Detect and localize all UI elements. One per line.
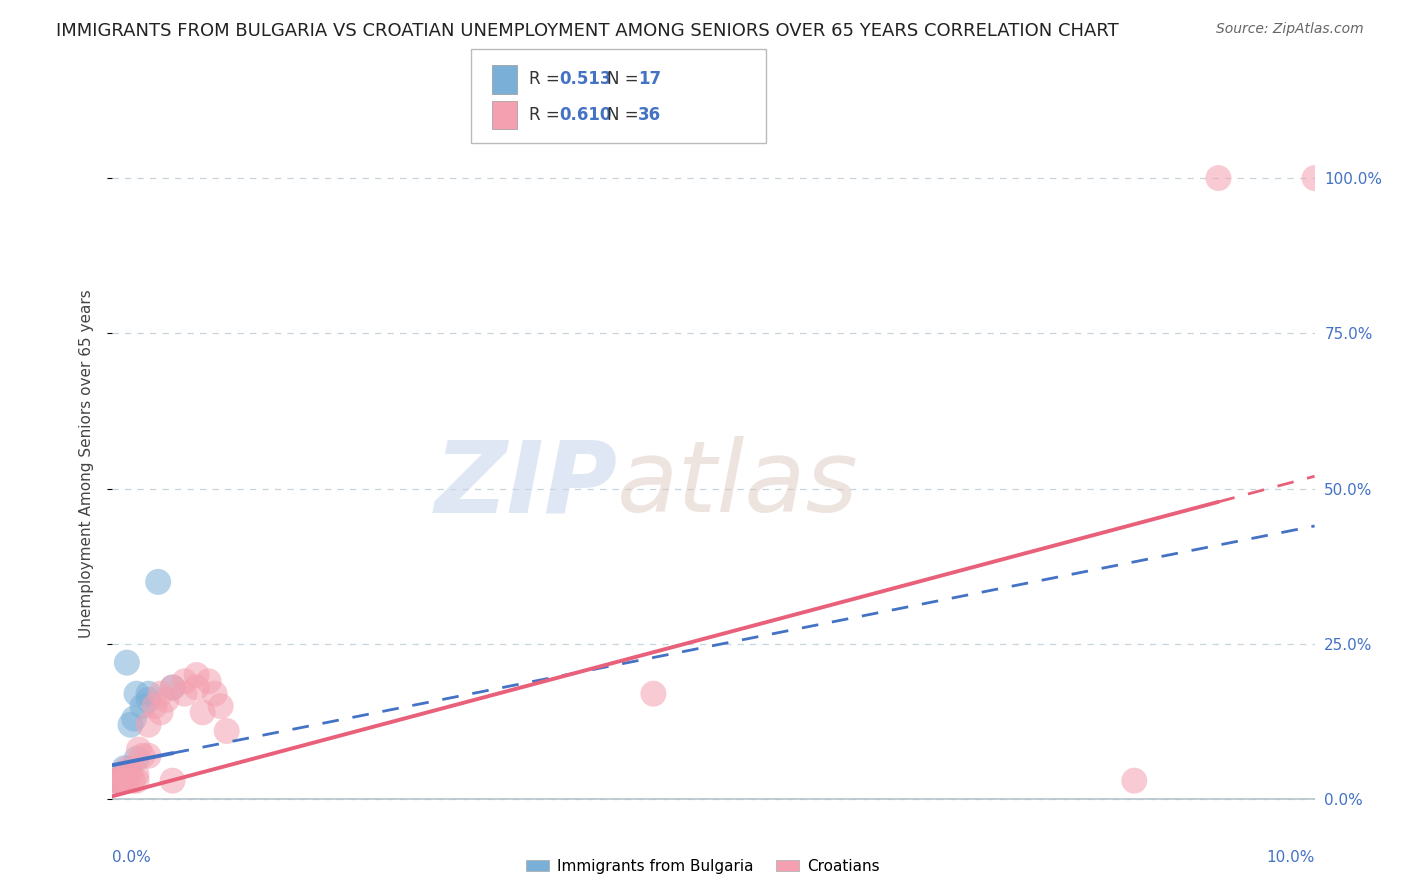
Point [204, 687, 226, 701]
Text: ZIP: ZIP [434, 436, 617, 533]
Point [111, 773, 134, 788]
Point [643, 687, 665, 701]
Point [104, 773, 127, 788]
Point [186, 681, 208, 695]
Text: 10.0%: 10.0% [1267, 850, 1315, 865]
Point [114, 773, 136, 788]
Text: atlas: atlas [617, 436, 859, 533]
Point [114, 767, 136, 781]
Point [162, 681, 184, 695]
Point [120, 767, 142, 781]
Point [146, 574, 169, 589]
Point [186, 668, 208, 682]
Point [138, 687, 160, 701]
Point [110, 773, 132, 788]
Point [104, 773, 127, 788]
Point [125, 767, 148, 781]
Point [138, 693, 160, 707]
Point [114, 761, 136, 775]
Point [143, 699, 166, 714]
Point [131, 748, 153, 763]
Point [107, 773, 129, 788]
Point [131, 699, 153, 714]
Text: 36: 36 [638, 106, 661, 124]
Point [107, 773, 129, 788]
Point [125, 752, 148, 766]
Point [149, 706, 172, 720]
Point [115, 656, 138, 670]
Y-axis label: Unemployment Among Seniors over 65 years: Unemployment Among Seniors over 65 years [79, 290, 94, 638]
Point [138, 717, 160, 731]
Point [197, 674, 219, 689]
Text: N =: N = [607, 70, 644, 88]
Text: 17: 17 [638, 70, 661, 88]
Point [120, 717, 142, 731]
Point [122, 712, 145, 726]
Text: N =: N = [607, 106, 644, 124]
Point [191, 706, 214, 720]
Point [1303, 171, 1326, 186]
Point [1123, 773, 1146, 788]
Point [111, 773, 134, 788]
Point [122, 773, 145, 788]
Point [162, 681, 184, 695]
Point [209, 699, 232, 714]
Point [114, 767, 136, 781]
Point [155, 693, 177, 707]
Text: Source: ZipAtlas.com: Source: ZipAtlas.com [1216, 22, 1364, 37]
Text: R =: R = [529, 106, 565, 124]
Point [105, 773, 128, 788]
Point [115, 773, 138, 788]
Text: 0.513: 0.513 [560, 70, 612, 88]
Text: 0.0%: 0.0% [112, 850, 152, 865]
Point [162, 773, 184, 788]
Point [173, 674, 195, 689]
Legend: Immigrants from Bulgaria, Croatians: Immigrants from Bulgaria, Croatians [520, 853, 886, 880]
Point [117, 761, 139, 775]
Text: 0.610: 0.610 [560, 106, 612, 124]
Point [138, 748, 160, 763]
Text: IMMIGRANTS FROM BULGARIA VS CROATIAN UNEMPLOYMENT AMONG SENIORS OVER 65 YEARS CO: IMMIGRANTS FROM BULGARIA VS CROATIAN UNE… [56, 22, 1119, 40]
Point [110, 773, 132, 788]
Point [1208, 171, 1230, 186]
Point [215, 723, 238, 738]
Point [173, 687, 195, 701]
Text: R =: R = [529, 70, 565, 88]
Point [125, 687, 148, 701]
Point [128, 742, 150, 756]
Point [125, 773, 148, 788]
Point [105, 773, 128, 788]
Point [149, 687, 172, 701]
